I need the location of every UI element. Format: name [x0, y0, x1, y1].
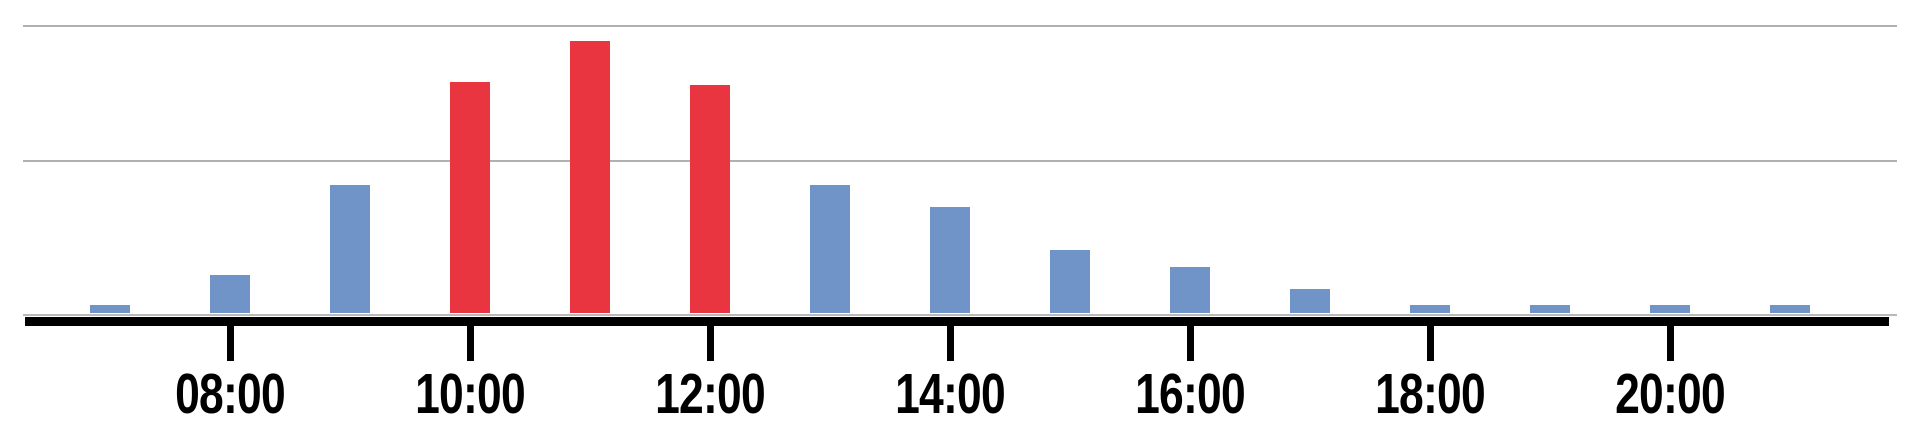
tick-label-20-00: 20:00: [1615, 362, 1726, 426]
gridline-upper: [23, 25, 1897, 27]
bar-07-00: [90, 305, 130, 313]
bar-20-00: [1650, 305, 1690, 313]
baseline-gridline: [23, 314, 1897, 316]
bar-15-00: [1050, 250, 1090, 313]
tick-14-00: [946, 324, 954, 361]
bar-18-00: [1410, 305, 1450, 313]
bar-16-00: [1170, 267, 1210, 313]
bar-21-00: [1770, 305, 1810, 313]
bar-09-00: [330, 185, 370, 313]
bar-17-00: [1290, 289, 1330, 313]
tick-10-00: [466, 324, 474, 361]
tick-08-00: [226, 324, 234, 361]
bar-08-00: [210, 275, 250, 313]
tick-label-12-00: 12:00: [655, 362, 766, 426]
x-axis-line: [25, 317, 1889, 326]
gridline-lower: [23, 160, 1897, 162]
bar-14-00: [930, 207, 970, 313]
bar-13-00: [810, 185, 850, 313]
bar-11-00: [570, 41, 610, 313]
tick-label-08-00: 08:00: [175, 362, 286, 426]
tick-18-00: [1426, 324, 1434, 361]
bar-19-00: [1530, 305, 1570, 313]
tick-label-14-00: 14:00: [895, 362, 1006, 426]
tick-label-10-00: 10:00: [415, 362, 526, 426]
tick-label-16-00: 16:00: [1135, 362, 1246, 426]
bar-12-00: [690, 85, 730, 313]
tick-20-00: [1666, 324, 1674, 361]
tick-12-00: [706, 324, 714, 361]
bar-10-00: [450, 82, 490, 313]
tick-label-18-00: 18:00: [1375, 362, 1486, 426]
tick-16-00: [1186, 324, 1194, 361]
